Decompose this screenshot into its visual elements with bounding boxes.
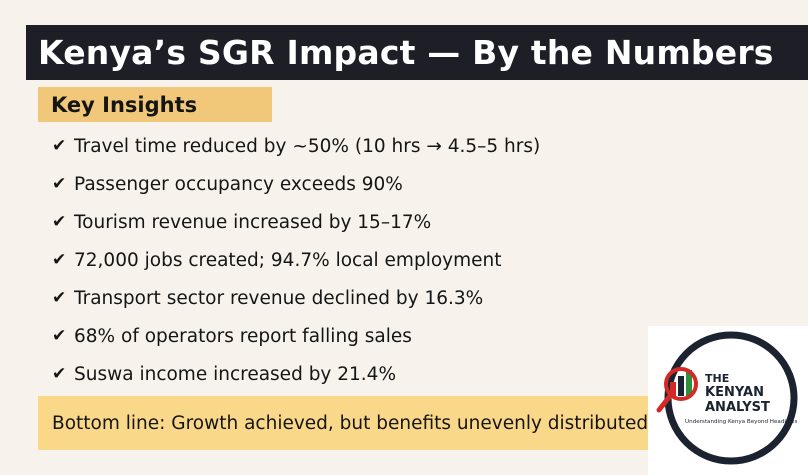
check-icon: ✔ — [52, 174, 67, 194]
list-item-text: 72,000 jobs created; 94.7% local employm… — [74, 249, 502, 271]
check-icon: ✔ — [52, 326, 67, 346]
check-icon: ✔ — [52, 212, 67, 232]
bottom-line-box: Bottom line: Growth achieved, but benefi… — [38, 396, 658, 450]
logo-line1: THE — [705, 372, 729, 385]
section-label: Key Insights — [51, 92, 198, 117]
logo-line2: KENYAN — [705, 385, 764, 400]
section-label-box: Key Insights — [38, 87, 272, 122]
list-item-text: Passenger occupancy exceeds 90% — [74, 173, 403, 195]
list-item: ✔ Passenger occupancy exceeds 90% — [52, 165, 540, 203]
list-item: ✔ Travel time reduced by ~50% (10 hrs → 4… — [52, 127, 540, 165]
list-item-text: 68% of operators report falling sales — [74, 325, 412, 347]
check-icon: ✔ — [52, 136, 67, 156]
list-item: ✔ Suswa income increased by 21.4% — [52, 355, 540, 393]
page-title: Kenya’s SGR Impact — By the Numbers — [38, 33, 774, 72]
insights-list: ✔ Travel time reduced by ~50% (10 hrs → 4… — [52, 127, 540, 393]
logo-line3: ANALYST — [705, 400, 770, 415]
list-item: ✔ Tourism revenue increased by 15–17% — [52, 203, 540, 241]
list-item: ✔ 72,000 jobs created; 94.7% local employ… — [52, 241, 540, 279]
kenyan-analyst-logo: THE KENYAN ANALYST Understanding Kenya B… — [656, 331, 798, 465]
bottom-line-text: Bottom line: Growth achieved, but benefi… — [52, 412, 649, 434]
list-item: ✔ Transport sector revenue declined by 16… — [52, 279, 540, 317]
list-item-text: Transport sector revenue declined by 16.… — [74, 287, 484, 309]
logo-tagline: Understanding Kenya Beyond Headlines — [685, 419, 797, 425]
check-icon: ✔ — [52, 288, 67, 308]
list-item-text: Travel time reduced by ~50% (10 hrs → 4.… — [74, 135, 541, 157]
list-item-text: Tourism revenue increased by 15–17% — [74, 211, 432, 233]
check-icon: ✔ — [52, 250, 67, 270]
list-item-text: Suswa income increased by 21.4% — [74, 363, 397, 385]
list-item: ✔ 68% of operators report falling sales — [52, 317, 540, 355]
title-bar: Kenya’s SGR Impact — By the Numbers — [26, 25, 808, 80]
logo-panel: THE KENYAN ANALYST Understanding Kenya B… — [648, 326, 808, 475]
magnifier-chart-icon — [656, 367, 698, 413]
check-icon: ✔ — [52, 364, 67, 384]
